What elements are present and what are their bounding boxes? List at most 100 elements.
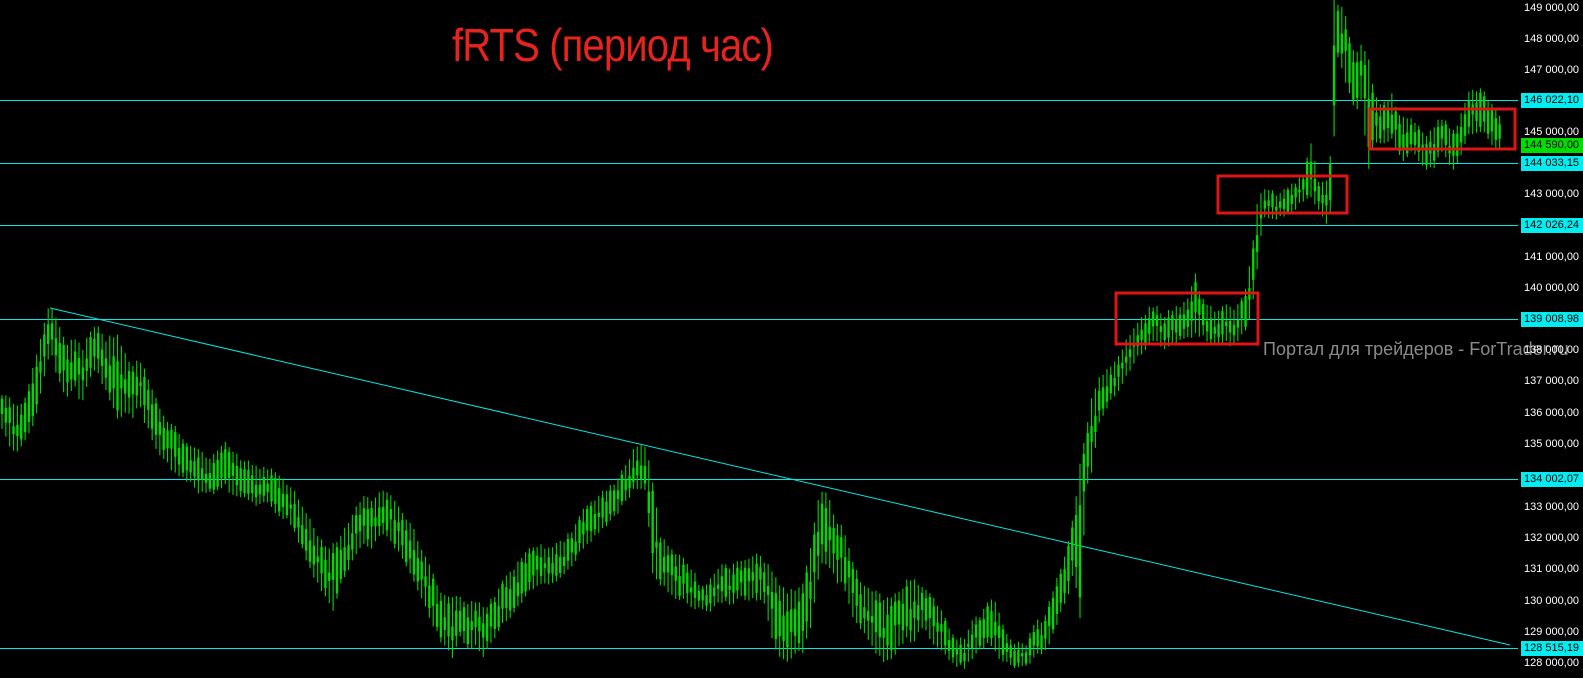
candle-body: [12, 426, 15, 435]
candle-body: [847, 560, 851, 578]
candle-body: [1302, 179, 1305, 190]
candle-body: [1175, 318, 1178, 333]
candle-body: [185, 446, 188, 471]
axis-price-label: 140 000,00: [1524, 282, 1580, 294]
candle-body: [1182, 314, 1186, 329]
candle-body: [435, 604, 439, 627]
candle-body: [909, 609, 912, 631]
candle-body: [1163, 323, 1166, 341]
candle-body: [120, 374, 123, 389]
candle-body: [566, 539, 570, 561]
candle-body: [443, 617, 446, 631]
candle-body: [1332, 45, 1336, 106]
candle-body: [828, 526, 831, 541]
candle-body: [1217, 323, 1220, 338]
candle-body: [270, 475, 273, 502]
candle-body: [455, 610, 458, 636]
candle-body: [1005, 643, 1009, 652]
candle-body: [832, 528, 835, 554]
level-price-label: 139 008,98: [1521, 312, 1583, 327]
candle-body: [127, 371, 131, 398]
candle-body: [304, 529, 308, 551]
candle-body: [555, 554, 558, 576]
candle-body: [432, 578, 435, 606]
candle-body: [894, 601, 897, 626]
candle-body: [297, 517, 300, 528]
candle-body: [1255, 235, 1259, 252]
candle-body: [509, 589, 512, 611]
candle-body: [978, 620, 982, 646]
candle-body: [532, 550, 535, 576]
candle-body: [1082, 454, 1086, 492]
candle-body: [1406, 132, 1409, 154]
candle-body: [1486, 109, 1490, 134]
candle-body: [339, 549, 342, 579]
candle-body: [1494, 118, 1497, 140]
candle-body: [524, 563, 527, 592]
axis-price-label: 131 000,00: [1524, 563, 1580, 575]
candle-body: [805, 572, 808, 622]
level-price-label: 144 033,15: [1521, 156, 1583, 171]
candle-body: [1456, 133, 1459, 156]
candle-body: [1067, 545, 1070, 582]
candle-body: [843, 557, 847, 584]
candle-body: [401, 520, 404, 546]
candle-body: [385, 499, 389, 531]
level-price-label: 146 022,10: [1521, 93, 1583, 108]
candle-body: [54, 338, 58, 356]
candle-body: [4, 407, 8, 423]
axis-price-label: 135 000,00: [1524, 438, 1580, 450]
candle-body: [116, 361, 119, 411]
candle-body: [281, 493, 285, 507]
candle-body: [251, 475, 254, 494]
candle-body: [154, 403, 158, 435]
candle-body: [1382, 105, 1386, 130]
axis-price-label: 143 000,00: [1524, 188, 1580, 200]
candle-body: [1452, 133, 1455, 156]
candle-body: [331, 553, 335, 581]
candle-body: [220, 452, 223, 478]
candle-body: [174, 432, 177, 457]
candle-body: [535, 555, 539, 570]
candle-body: [0, 398, 4, 415]
candle-body: [485, 614, 489, 642]
candle-body: [274, 477, 277, 505]
candle-body: [1282, 198, 1286, 209]
candle-body: [216, 459, 219, 487]
candle-body: [897, 600, 901, 625]
candle-body: [990, 611, 993, 639]
candle-body: [1171, 315, 1174, 331]
candle-body: [70, 362, 73, 380]
candle-body: [1263, 200, 1266, 209]
candle-body: [301, 525, 304, 545]
candle-body: [551, 562, 554, 574]
candle-body: [1055, 586, 1059, 615]
candle-body: [150, 404, 154, 429]
candle-body: [1044, 620, 1047, 639]
candle-body: [578, 520, 581, 544]
candle-body: [1421, 144, 1424, 151]
candle-body: [878, 602, 881, 638]
candle-body: [793, 609, 797, 636]
candle-body: [1013, 650, 1016, 666]
candle-body: [1309, 161, 1313, 180]
candle-body: [601, 497, 604, 518]
candle-body: [874, 600, 878, 633]
candle-body: [1132, 344, 1136, 347]
candle-body: [728, 585, 731, 590]
candle-body: [77, 357, 81, 375]
axis-price-label: 141 000,00: [1524, 251, 1580, 263]
candle-body: [1090, 426, 1093, 442]
candle-body: [917, 605, 920, 621]
candle-body: [1467, 100, 1471, 127]
candle-body: [1317, 186, 1320, 202]
candle-body: [1321, 194, 1324, 204]
candle-body: [974, 624, 978, 638]
candle-body: [982, 619, 985, 639]
candle-body: [1417, 129, 1420, 152]
candle-body: [1356, 62, 1359, 98]
candle-body: [659, 542, 662, 580]
candle-body: [1190, 301, 1193, 321]
candle-body: [1036, 629, 1039, 647]
